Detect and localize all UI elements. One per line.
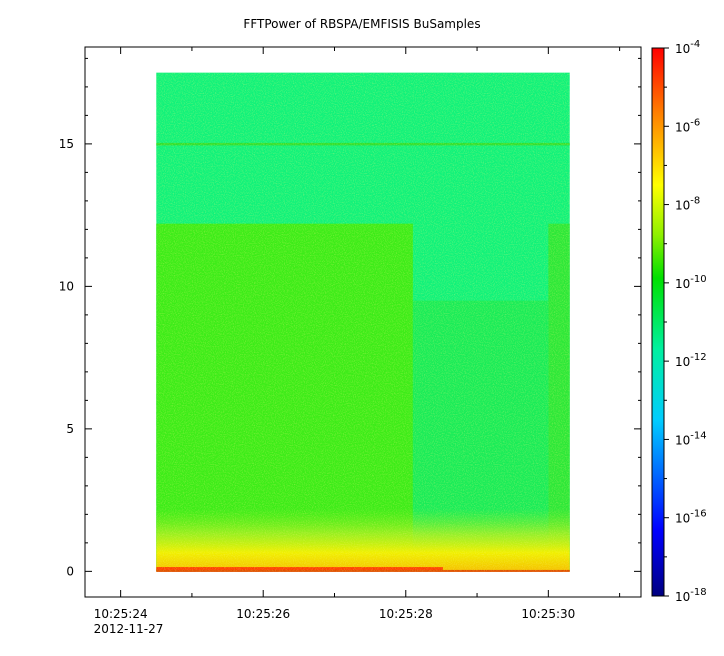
- colorbar-tick-label: 10-16: [675, 509, 707, 526]
- y-tick-label: 0: [66, 564, 74, 578]
- chart-title: FFTPower of RBSPA/EMFISIS BuSamples: [243, 17, 481, 31]
- colorbar-tick-label: 10-18: [675, 587, 707, 604]
- x-tick-label: 10:25:24: [94, 607, 148, 621]
- colorbar-gradient: [651, 47, 665, 597]
- colorbar-tick-label: 10-12: [675, 352, 707, 369]
- spectrogram-noise-texture: [156, 72, 570, 572]
- colorbar-tick-label: 10-10: [675, 274, 707, 291]
- x-tick-label: 10:25:30: [521, 607, 575, 621]
- x-tick-label: 10:25:26: [236, 607, 290, 621]
- colorbar-tick-label: 10-8: [675, 196, 700, 213]
- colorbar-tick-label: 10-6: [675, 117, 700, 134]
- y-tick-label: 15: [59, 137, 74, 151]
- colorbar-tick-label: 10-4: [675, 39, 700, 56]
- colorbar: 10-4 10-6 10-8 10-10 10-12 10-14 10-16 10-18: [651, 39, 707, 604]
- x-tick-label: 10:25:28: [379, 607, 433, 621]
- x-date-label: 2012-11-27: [94, 622, 164, 636]
- plot-frame: [84, 46, 642, 598]
- y-tick-label: 5: [66, 422, 74, 436]
- colorbar-tick-label: 10-14: [675, 430, 707, 447]
- y-tick-label: 10: [59, 279, 74, 293]
- spectrogram-image: [156, 72, 570, 572]
